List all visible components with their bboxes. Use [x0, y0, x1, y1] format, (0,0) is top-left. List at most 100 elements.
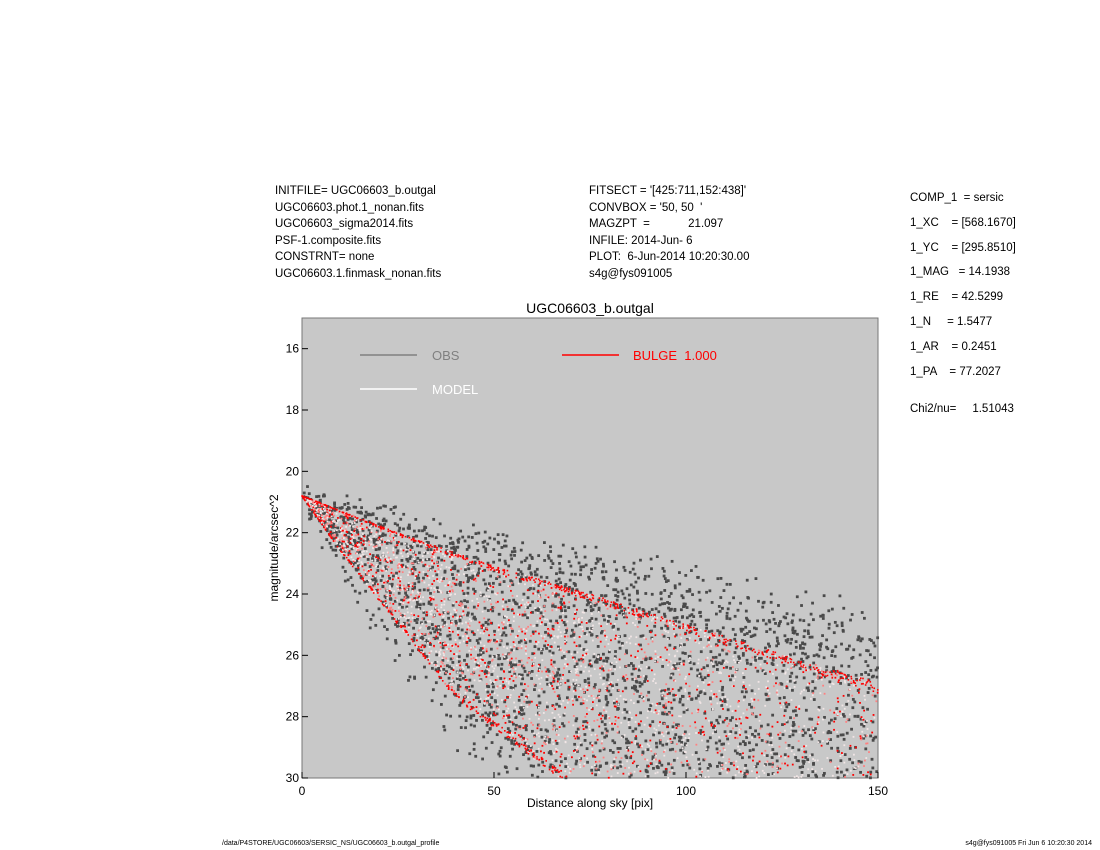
model-point: [324, 527, 327, 530]
model-point: [532, 724, 534, 726]
model-point: [841, 704, 844, 707]
obs-point: [407, 642, 411, 646]
model-point: [384, 600, 387, 603]
model-point: [513, 612, 515, 615]
model-point: [601, 714, 604, 717]
model-point: [440, 606, 443, 609]
model-point: [849, 688, 851, 691]
model-point: [473, 572, 476, 575]
model-point: [472, 569, 475, 572]
model-point: [520, 704, 523, 706]
model-point: [428, 577, 431, 579]
model-point: [432, 551, 435, 554]
obs-point: [769, 600, 773, 604]
obs-point: [460, 628, 464, 632]
model-point: [475, 607, 478, 610]
model-point: [439, 665, 442, 668]
model-point: [399, 612, 402, 615]
model-point: [621, 690, 624, 693]
model-point: [646, 743, 649, 746]
model-point: [746, 773, 749, 776]
model-point: [538, 606, 541, 609]
obs-point: [626, 739, 630, 743]
model-point: [492, 586, 495, 588]
obs-point: [549, 566, 553, 569]
model-point: [516, 634, 519, 637]
obs-point: [508, 624, 512, 627]
model-point: [595, 697, 598, 699]
obs-point: [722, 742, 725, 746]
obs-point: [406, 535, 410, 538]
model-point: [474, 658, 477, 661]
obs-point: [543, 644, 547, 648]
model-point: [403, 566, 405, 569]
obs-point: [602, 577, 606, 581]
model-point: [386, 566, 389, 569]
model-point: [600, 657, 602, 660]
obs-point: [625, 737, 628, 741]
model-point: [545, 701, 548, 704]
obs-point: [427, 602, 431, 605]
model-point: [635, 714, 638, 717]
obs-point: [635, 589, 639, 593]
model-point: [684, 688, 687, 691]
obs-point: [465, 548, 469, 551]
model-point: [737, 700, 740, 702]
obs-point: [854, 673, 858, 677]
obs-point: [515, 647, 519, 651]
obs-point: [675, 662, 678, 666]
model-point: [655, 754, 657, 757]
model-point: [400, 576, 402, 579]
obs-point: [753, 734, 757, 738]
obs-point: [428, 534, 431, 538]
model-point: [438, 641, 440, 643]
obs-point: [529, 764, 533, 768]
obs-point: [826, 731, 830, 735]
model-point: [532, 750, 535, 753]
obs-point: [563, 609, 567, 613]
obs-point: [667, 595, 671, 598]
model-point: [745, 649, 748, 652]
model-point: [533, 736, 536, 738]
obs-point: [655, 745, 659, 749]
obs-point: [513, 709, 516, 713]
obs-point: [412, 638, 416, 642]
model-point: [392, 536, 395, 539]
model-point: [461, 589, 464, 592]
model-point: [875, 700, 878, 703]
obs-point: [448, 637, 452, 641]
model-point: [493, 606, 496, 609]
obs-point: [526, 606, 530, 610]
model-point: [467, 696, 469, 699]
model-point: [366, 571, 369, 574]
model-point: [437, 550, 440, 553]
obs-point: [339, 548, 343, 552]
model-point: [751, 656, 754, 659]
model-point: [388, 556, 390, 559]
model-point: [330, 522, 333, 525]
model-point: [664, 646, 667, 649]
obs-point: [542, 690, 546, 694]
header-left-line: INITFILE= UGC06603_b.outgal: [275, 185, 436, 197]
model-point: [528, 718, 531, 720]
model-point: [544, 594, 547, 596]
obs-point: [518, 673, 521, 677]
model-point: [815, 678, 818, 681]
model-point: [470, 657, 473, 660]
model-point: [654, 650, 657, 653]
model-point: [599, 676, 602, 679]
model-point: [713, 693, 716, 696]
obs-point: [729, 762, 733, 765]
obs-point: [455, 677, 459, 680]
model-point: [368, 527, 371, 530]
obs-point: [588, 630, 592, 634]
obs-point: [663, 589, 667, 592]
obs-point: [625, 756, 629, 759]
obs-point: [619, 603, 622, 607]
obs-point: [842, 606, 846, 610]
model-point: [726, 698, 729, 701]
model-point: [710, 645, 713, 648]
obs-point: [784, 616, 788, 620]
model-point: [401, 588, 404, 591]
obs-point: [568, 585, 571, 589]
